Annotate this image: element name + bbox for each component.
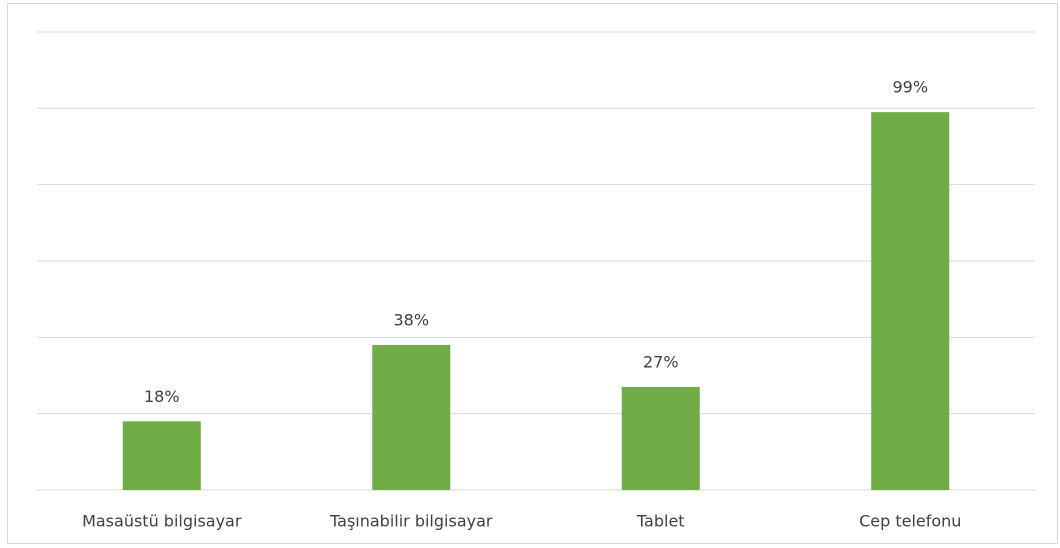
x-tick-label: Cep telefonu [859,512,961,531]
bar [621,386,700,490]
data-label: 18% [144,387,180,406]
data-label: 38% [393,310,429,329]
bar [122,421,201,490]
x-tick-label: Taşınabilir bilgisayar [329,512,493,531]
x-tick-label: Masaüstü bilgisayar [82,512,242,531]
data-label: 27% [643,352,679,371]
data-label: 99% [892,78,928,97]
bar [871,112,950,491]
bar [372,344,451,490]
x-tick-label: Tablet [636,512,685,531]
